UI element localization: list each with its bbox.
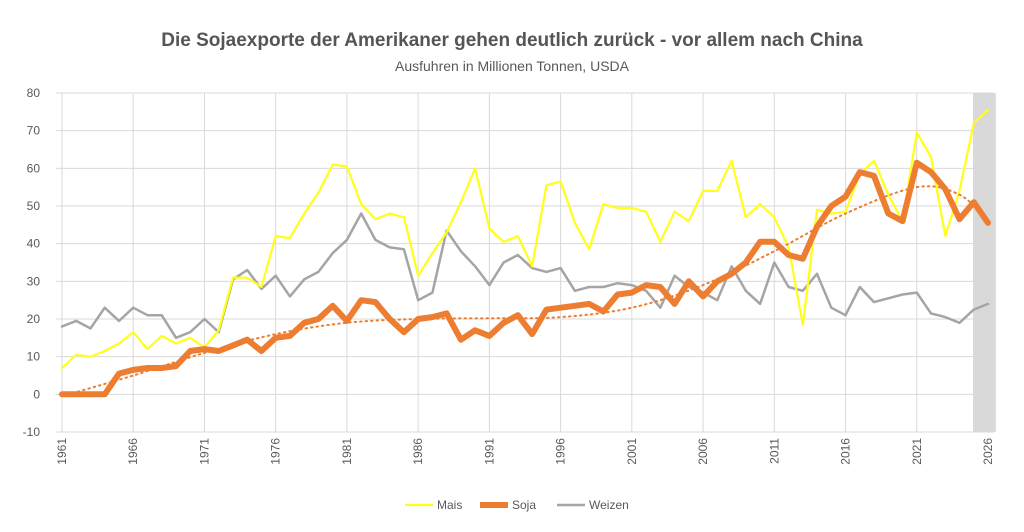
x-tick-label: 1961 (55, 438, 69, 465)
y-tick-label: -10 (23, 425, 41, 439)
chart-title: Die Sojaexporte der Amerikaner gehen deu… (161, 30, 863, 51)
series-line-mais (60, 108, 990, 370)
x-tick-label: 2006 (696, 438, 710, 465)
y-tick-label: 80 (27, 86, 41, 100)
x-tick-label: 1996 (554, 438, 568, 465)
y-tick-label: 0 (33, 387, 40, 401)
x-tick-label: 1966 (126, 438, 140, 465)
y-tick-label: 50 (27, 199, 41, 213)
series-line-soja (59, 159, 991, 398)
y-tick-label: 30 (27, 274, 41, 288)
forecast-highlight-band (973, 93, 996, 432)
x-tick-label: 1991 (482, 438, 496, 465)
legend-label-weizen: Weizen (589, 498, 629, 512)
legend-label-soja: Soja (512, 498, 536, 512)
x-tick-label: 1971 (197, 438, 211, 465)
x-tick-label: 1976 (269, 438, 283, 465)
y-tick-label: 70 (27, 124, 41, 138)
x-tick-label: 2001 (625, 438, 639, 465)
x-tick-label: 1986 (411, 438, 425, 465)
chart-subtitle: Ausfuhren in Millionen Tonnen, USDA (395, 58, 629, 74)
x-tick-label: 1981 (340, 438, 354, 465)
y-tick-label: 60 (27, 161, 41, 175)
x-tick-label: 2026 (981, 438, 995, 465)
y-tick-label: 20 (27, 312, 41, 326)
legend-label-mais: Mais (437, 498, 462, 512)
x-tick-label: 2011 (767, 438, 781, 464)
y-tick-label: 10 (27, 350, 41, 364)
x-tick-label: 2016 (839, 438, 853, 465)
soja-trendline (61, 185, 989, 398)
series-line-weizen (60, 212, 990, 340)
x-tick-label: 2021 (910, 438, 924, 465)
y-tick-label: 40 (27, 237, 41, 251)
